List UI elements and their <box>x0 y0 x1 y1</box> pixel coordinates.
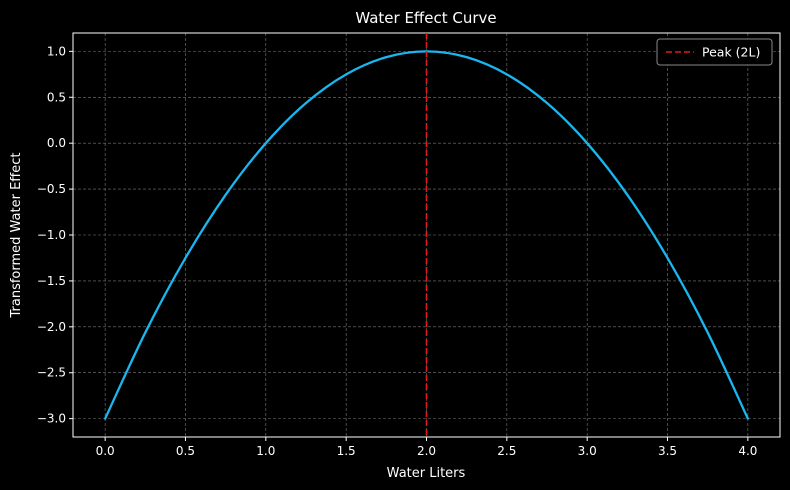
x-tick-label: 1.5 <box>337 444 356 458</box>
x-tick-label: 0.5 <box>176 444 195 458</box>
data-series <box>103 33 750 437</box>
tick-marks: 0.0 0.5 1.0 1.5 2.0 2.5 3.0 3.5 4.0 1.0 0.5 0.0 −0.5… <box>37 44 758 458</box>
legend-box <box>656 38 773 66</box>
y-tick-label: 0.0 <box>47 136 66 150</box>
x-tick-label: 2.5 <box>497 444 516 458</box>
y-axis-label: Transformed Water Effect <box>9 152 24 318</box>
y-tick-label: −2.5 <box>37 366 66 380</box>
x-tick-label: 2.0 <box>417 444 436 458</box>
x-tick-label: 0.0 <box>96 444 115 458</box>
x-tick-label: 1.0 <box>256 444 275 458</box>
legend-label-peak: Peak (2L) <box>702 45 760 60</box>
y-tick-label: −3.0 <box>37 412 66 426</box>
x-tick-label: 3.0 <box>578 444 597 458</box>
y-tick-label: −0.5 <box>37 182 66 196</box>
legend: Peak (2L) <box>656 38 773 66</box>
x-axis-label: Water Liters <box>387 466 466 481</box>
y-tick-label: 0.5 <box>47 90 66 104</box>
y-tick-label: −1.5 <box>37 274 66 288</box>
y-tick-label: 1.0 <box>47 44 66 58</box>
chart-title: Water Effect Curve <box>355 9 496 27</box>
y-tick-label: −2.0 <box>37 320 66 334</box>
x-tick-label: 4.0 <box>738 444 757 458</box>
y-tick-label: −1.0 <box>37 228 66 242</box>
x-tick-label: 3.5 <box>658 444 677 458</box>
